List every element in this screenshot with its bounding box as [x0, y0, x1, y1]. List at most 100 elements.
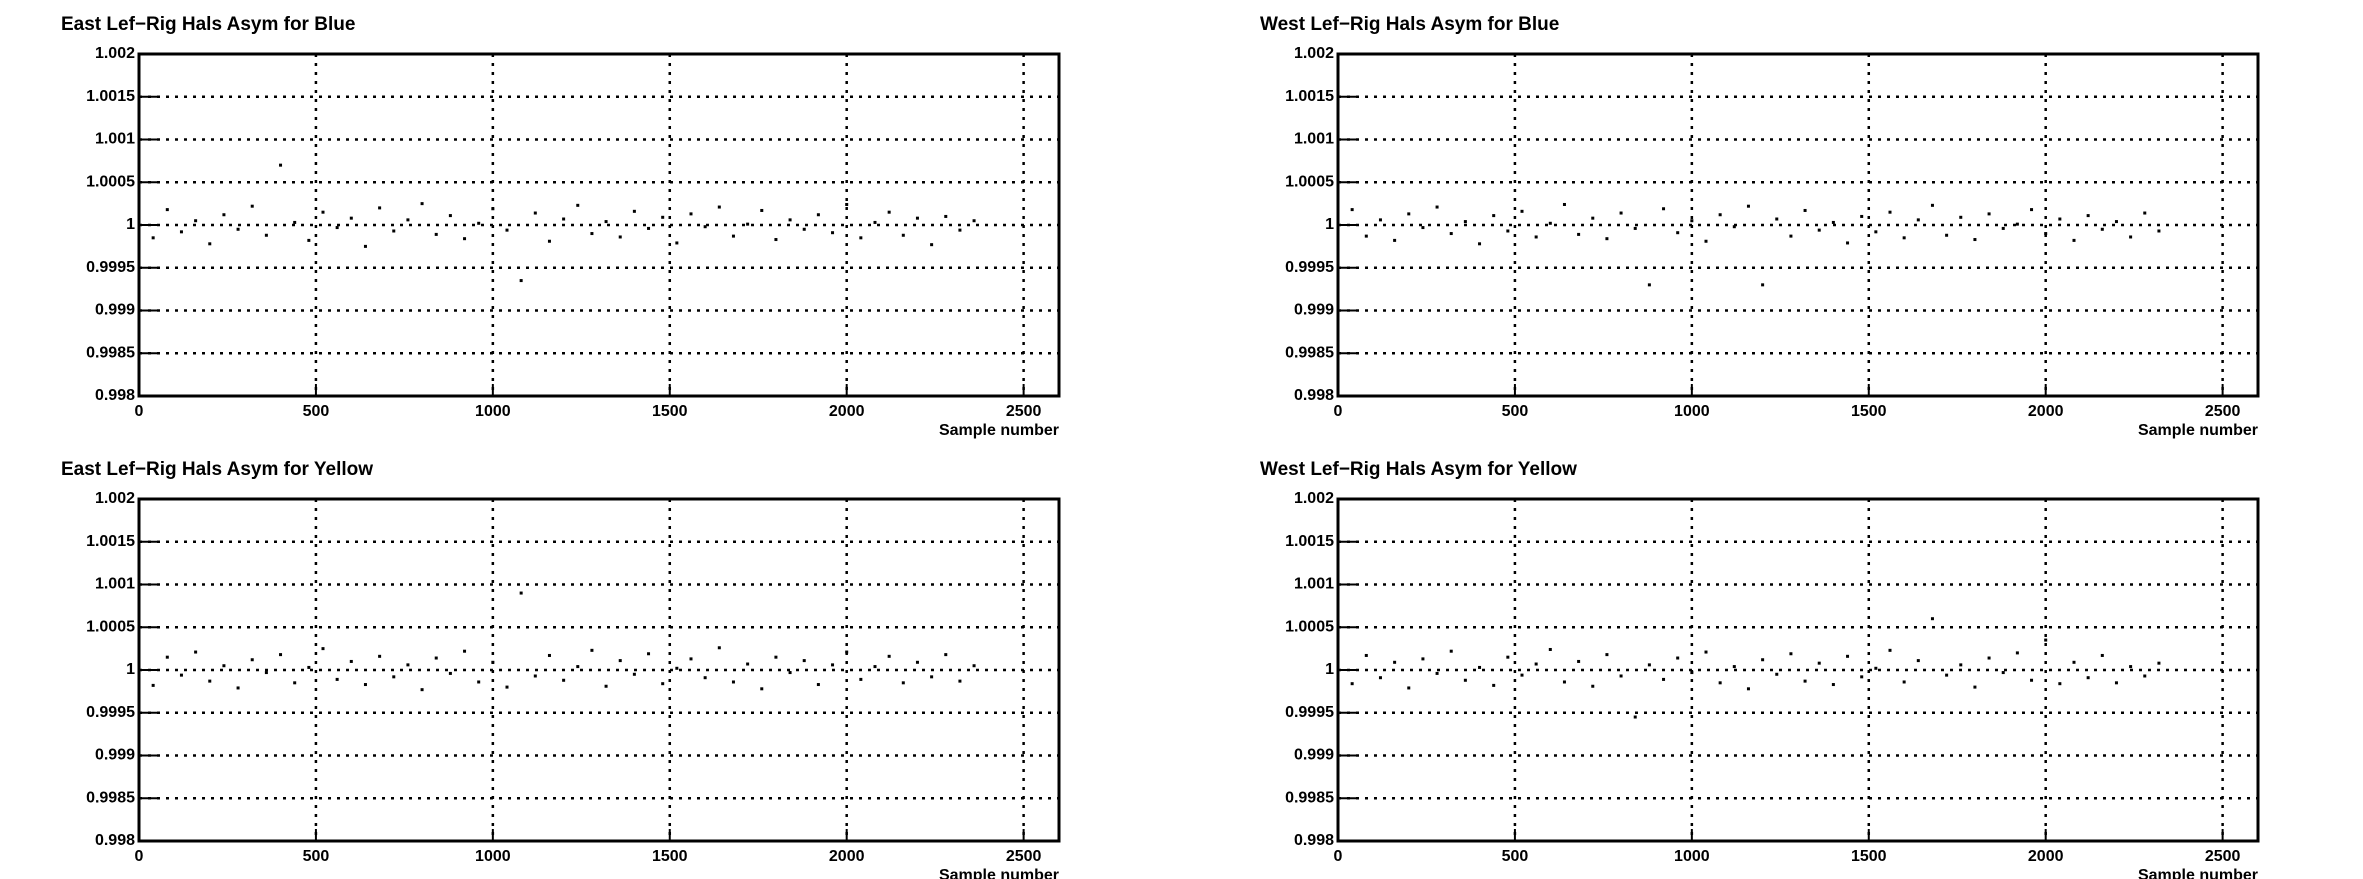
- point: [1577, 659, 1581, 663]
- point: [2072, 238, 2076, 242]
- point: [675, 666, 679, 670]
- point: [2143, 674, 2147, 678]
- point: [448, 214, 452, 218]
- point: [604, 684, 608, 688]
- point: [1732, 225, 1736, 229]
- point: [915, 216, 919, 220]
- point: [760, 208, 764, 212]
- point: [463, 649, 467, 653]
- x-tick-label: 500: [303, 403, 330, 420]
- point: [1902, 680, 1906, 684]
- point: [1761, 658, 1765, 662]
- chart-title: West Lef−Rig Hals Asym for Blue: [1260, 14, 1559, 35]
- y-tick-label: 0.999: [1294, 747, 1334, 764]
- point: [1520, 673, 1524, 677]
- y-tick-label: 1.002: [1294, 45, 1334, 62]
- point: [363, 683, 367, 687]
- point: [1676, 656, 1680, 660]
- point: [1704, 650, 1708, 654]
- y-tick-label: 1.002: [95, 490, 135, 507]
- point: [1605, 653, 1609, 657]
- point: [2058, 217, 2062, 221]
- point: [194, 219, 198, 223]
- point: [1662, 207, 1666, 211]
- point: [930, 675, 934, 679]
- point: [533, 211, 537, 215]
- y-tick-label: 1: [1325, 216, 1334, 233]
- point: [2129, 235, 2133, 239]
- point: [2001, 226, 2005, 230]
- point: [1633, 226, 1637, 230]
- point: [335, 677, 339, 681]
- point: [958, 228, 962, 232]
- point: [279, 653, 283, 657]
- point: [477, 221, 481, 225]
- point: [1704, 239, 1708, 243]
- point: [1506, 229, 1510, 233]
- point: [165, 655, 169, 659]
- point: [349, 659, 353, 663]
- point: [576, 203, 580, 207]
- point: [802, 659, 806, 663]
- x-tick-label: 1000: [475, 848, 511, 865]
- point: [1959, 215, 1963, 219]
- point: [420, 688, 424, 692]
- point: [1817, 228, 1821, 232]
- x-axis-label: Sample number: [2138, 867, 2258, 879]
- x-tick-label: 500: [1502, 403, 1529, 420]
- y-tick-label: 1.0015: [1285, 88, 1334, 105]
- point: [958, 679, 962, 683]
- point: [463, 237, 467, 241]
- y-tick-label: 0.9985: [86, 789, 135, 806]
- point: [392, 675, 396, 679]
- x-tick-label: 1500: [1851, 403, 1887, 420]
- point: [505, 685, 509, 689]
- point: [576, 665, 580, 669]
- point: [647, 652, 651, 656]
- point: [1690, 219, 1694, 223]
- point: [1364, 234, 1368, 238]
- point: [1478, 242, 1482, 246]
- point: [151, 683, 155, 687]
- point: [519, 591, 523, 595]
- point: [1831, 683, 1835, 687]
- point: [1973, 238, 1977, 242]
- point: [1945, 673, 1949, 677]
- point: [788, 218, 792, 222]
- point: [1548, 647, 1552, 651]
- y-tick-label: 0.998: [95, 832, 135, 849]
- point: [703, 676, 707, 680]
- point: [1676, 231, 1680, 235]
- point: [406, 663, 410, 667]
- point: [1478, 665, 1482, 669]
- x-axis-label: Sample number: [2138, 422, 2258, 439]
- point: [831, 231, 835, 235]
- point: [1605, 237, 1609, 241]
- point: [1874, 230, 1878, 234]
- point: [1506, 655, 1510, 659]
- x-axis-label: Sample number: [939, 867, 1059, 879]
- point: [2086, 214, 2090, 218]
- point: [774, 238, 778, 242]
- point: [293, 681, 297, 685]
- x-tick-label: 1000: [475, 403, 511, 420]
- point: [703, 225, 707, 229]
- point: [1732, 665, 1736, 669]
- point: [590, 232, 594, 236]
- y-tick-label: 1.002: [1294, 490, 1334, 507]
- point: [378, 206, 382, 210]
- point: [1591, 216, 1595, 220]
- point: [2015, 651, 2019, 655]
- plot-frame: [1336, 497, 2260, 843]
- point: [1803, 208, 1807, 212]
- y-tick-label: 1: [1325, 661, 1334, 678]
- point: [2058, 682, 2062, 686]
- point: [562, 678, 566, 682]
- point: [1435, 671, 1439, 675]
- x-tick-label: 0: [1334, 848, 1343, 865]
- point: [1421, 657, 1425, 661]
- point: [717, 646, 721, 650]
- point: [547, 653, 551, 657]
- point: [250, 658, 254, 662]
- point: [930, 243, 934, 247]
